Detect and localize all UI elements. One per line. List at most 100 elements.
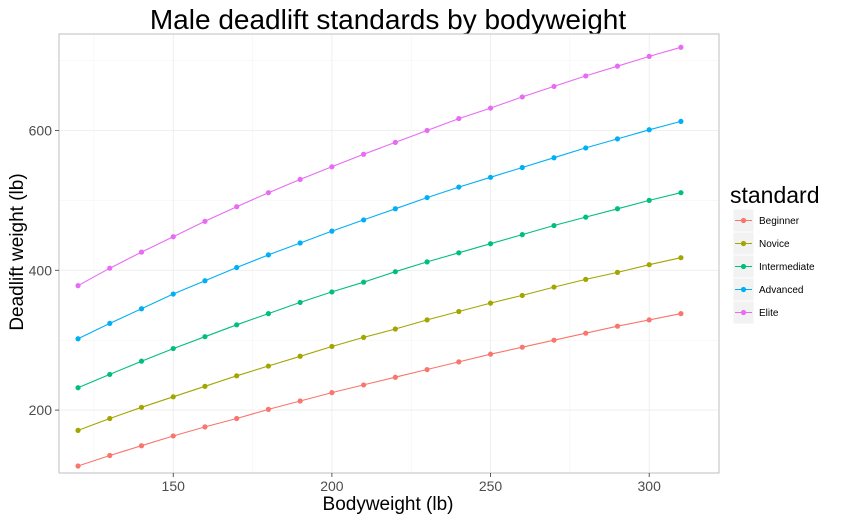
data-point-novice [614,269,621,275]
data-point-elite [646,53,652,59]
legend-title: standard [730,182,820,208]
data-point-intermediate [392,269,398,275]
data-point-intermediate [583,214,589,220]
data-point-elite [329,164,335,170]
x-tick-label: 150 [162,478,186,494]
data-point-intermediate [551,222,557,229]
data-point-intermediate [107,371,113,378]
legend-item-intermediate: Intermediate [732,254,815,279]
data-point-novice [392,326,398,332]
data-point-beginner [456,359,462,365]
axes: 150 200 250 300 200 400 600 [29,122,661,494]
y-tick-label: 400 [29,262,53,278]
legend-key-point-elite [740,309,747,316]
y-tick-label: 200 [29,402,53,418]
data-point-intermediate [329,289,335,295]
data-point-intermediate [519,232,525,238]
data-point-advanced [487,174,494,180]
y-axis-title: Deadlift weight (lb) [7,173,28,330]
data-point-beginner [138,443,145,449]
legend-key-point-beginner [740,217,747,224]
data-point-advanced [361,217,367,223]
data-point-beginner [583,330,589,336]
data-point-beginner [297,398,303,404]
data-point-elite [583,73,589,79]
data-point-novice [424,317,430,323]
data-point-elite [202,218,208,224]
legend-label-elite: Elite [759,308,779,319]
data-point-advanced [614,136,621,142]
data-point-intermediate [487,241,494,247]
data-point-elite [614,63,621,69]
data-point-novice [202,383,208,389]
data-point-advanced [583,145,589,151]
data-point-elite [678,44,684,50]
data-point-beginner [551,337,557,343]
series-novice [75,255,684,433]
legend-label-novice: Novice [759,239,790,250]
data-point-intermediate [265,311,272,317]
data-point-elite [487,105,494,111]
series-layer [75,44,684,469]
data-point-elite [170,234,176,240]
legend-key-point-intermediate [740,263,747,270]
legend-label-advanced: Advanced [759,285,803,296]
data-point-elite [519,94,525,100]
data-point-novice [487,300,494,306]
data-point-intermediate [678,190,684,196]
legend: standard Beginner Novice Intermediate Advan… [730,182,820,325]
data-point-advanced [424,194,430,201]
data-point-novice [646,262,652,268]
legend-key-point-advanced [740,286,747,293]
data-point-beginner [487,351,494,357]
chart-title: Male deadlift standards by bodyweight [150,4,627,35]
data-point-elite [297,176,303,183]
data-point-intermediate [646,197,652,203]
data-point-advanced [138,306,145,312]
series-intermediate [75,190,684,391]
data-point-advanced [234,264,240,271]
data-point-advanced [456,184,462,190]
data-point-elite [361,151,367,157]
data-point-novice [107,415,113,422]
data-point-advanced [392,206,398,212]
data-point-beginner [519,344,525,350]
data-point-beginner [75,463,81,469]
series-line-advanced [77,120,682,340]
data-point-advanced [297,240,303,246]
data-point-advanced [265,252,272,258]
data-point-elite [456,115,462,122]
data-point-intermediate [170,345,176,352]
plot-panel [59,34,719,473]
data-point-novice [170,394,176,400]
data-point-intermediate [234,322,240,328]
data-point-beginner [678,311,684,317]
data-point-advanced [551,155,557,161]
data-point-novice [583,276,589,282]
data-point-intermediate [297,299,303,306]
data-point-advanced [170,291,176,297]
data-point-elite [424,127,430,134]
series-line-elite [77,46,682,287]
data-point-beginner [361,382,367,388]
data-point-beginner [424,366,430,373]
grid [59,34,719,473]
data-point-intermediate [456,250,462,256]
data-point-novice [138,404,145,410]
data-point-advanced [646,127,652,133]
x-tick-label: 300 [638,478,662,494]
x-axis-title: Bodyweight (lb) [323,494,454,515]
legend-label-intermediate: Intermediate [759,262,815,273]
data-point-novice [234,373,240,379]
data-point-elite [107,265,113,271]
legend-item-beginner: Beginner [732,208,800,233]
data-point-intermediate [614,206,621,212]
data-point-beginner [202,424,208,430]
data-point-advanced [519,164,525,171]
data-point-novice [456,308,462,315]
y-tick-label: 600 [29,122,53,138]
data-point-intermediate [424,259,430,265]
data-point-beginner [170,433,176,439]
series-beginner [75,311,684,469]
